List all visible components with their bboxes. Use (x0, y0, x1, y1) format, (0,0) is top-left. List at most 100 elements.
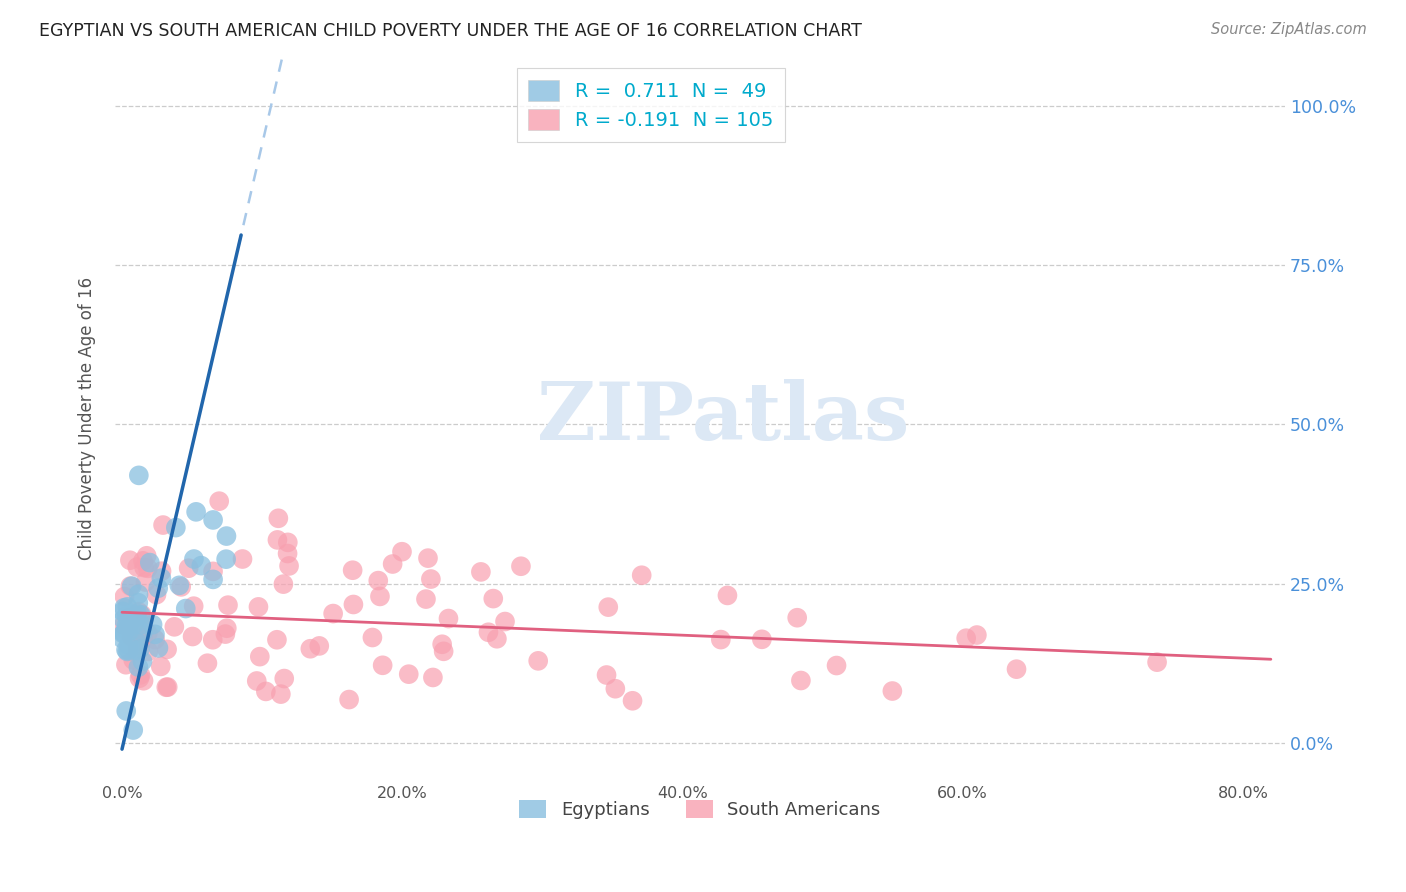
Point (111, 632, 134, 646)
Point (308, 639, 330, 653)
Point (231, 552, 253, 566)
Point (122, 611, 145, 625)
Point (127, 596, 149, 610)
Point (273, 577, 295, 591)
Point (381, 557, 404, 571)
Point (120, 579, 142, 593)
Point (128, 587, 150, 601)
Point (184, 505, 207, 519)
Point (150, 564, 173, 578)
Point (322, 607, 344, 621)
Point (115, 623, 138, 637)
Point (433, 644, 456, 658)
Point (127, 560, 149, 574)
Point (131, 654, 153, 668)
Point (342, 598, 364, 612)
Point (122, 617, 145, 632)
Point (127, 635, 149, 649)
Point (150, 571, 173, 585)
Point (485, 632, 508, 646)
Point (122, 723, 145, 737)
Point (368, 590, 391, 604)
Point (630, 568, 652, 582)
Point (143, 632, 166, 647)
Point (398, 667, 420, 681)
Point (118, 624, 141, 639)
Point (277, 535, 299, 549)
Point (416, 551, 439, 566)
Point (342, 563, 364, 577)
Point (165, 520, 187, 534)
Point (122, 653, 145, 667)
Point (190, 558, 212, 573)
Point (246, 673, 269, 688)
Point (128, 640, 150, 654)
Point (112, 612, 135, 626)
Point (215, 621, 238, 635)
Point (143, 627, 166, 641)
Point (267, 511, 290, 525)
Point (214, 627, 236, 641)
Point (247, 599, 270, 614)
Point (125, 607, 148, 621)
Point (266, 533, 288, 547)
Point (132, 560, 155, 574)
Point (477, 625, 499, 640)
Point (361, 631, 384, 645)
Point (197, 657, 219, 671)
Point (156, 642, 179, 657)
Point (621, 694, 644, 708)
Point (115, 609, 138, 624)
Point (136, 626, 159, 640)
Point (527, 654, 550, 668)
Point (115, 642, 138, 657)
Point (598, 600, 620, 615)
Point (422, 670, 444, 684)
Point (266, 632, 288, 647)
Point (118, 553, 141, 567)
Point (118, 643, 141, 657)
Point (716, 589, 738, 603)
Point (1005, 662, 1028, 676)
Point (170, 580, 193, 594)
Point (129, 628, 152, 642)
Point (270, 687, 292, 701)
Point (115, 704, 138, 718)
Point (127, 660, 149, 674)
Point (277, 547, 299, 561)
Point (163, 620, 186, 634)
Point (122, 615, 145, 629)
Point (278, 558, 301, 573)
Point (132, 624, 155, 639)
Point (177, 561, 200, 575)
Point (131, 611, 153, 625)
Point (117, 644, 139, 658)
Point (249, 649, 271, 664)
Point (202, 565, 225, 579)
Point (174, 601, 197, 615)
Point (254, 684, 277, 698)
Point (120, 630, 142, 644)
Point (132, 631, 155, 645)
Point (391, 545, 413, 559)
Point (112, 600, 135, 615)
Point (111, 604, 134, 618)
Text: ZIPatlas: ZIPatlas (537, 379, 910, 457)
Point (710, 632, 733, 647)
Point (139, 556, 162, 570)
Point (183, 552, 205, 566)
Point (148, 581, 170, 595)
Point (142, 617, 165, 632)
Point (882, 684, 904, 698)
Point (136, 561, 159, 575)
Point (605, 681, 627, 696)
Point (138, 644, 160, 658)
Point (215, 552, 238, 566)
Point (955, 631, 977, 645)
Point (135, 549, 157, 563)
Text: EGYPTIAN VS SOUTH AMERICAN CHILD POVERTY UNDER THE AGE OF 16 CORRELATION CHART: EGYPTIAN VS SOUTH AMERICAN CHILD POVERTY… (39, 22, 862, 40)
Y-axis label: Child Poverty Under the Age of 16: Child Poverty Under the Age of 16 (79, 277, 96, 559)
Point (117, 599, 139, 614)
Point (128, 605, 150, 619)
Legend: Egyptians, South Americans: Egyptians, South Americans (512, 793, 887, 826)
